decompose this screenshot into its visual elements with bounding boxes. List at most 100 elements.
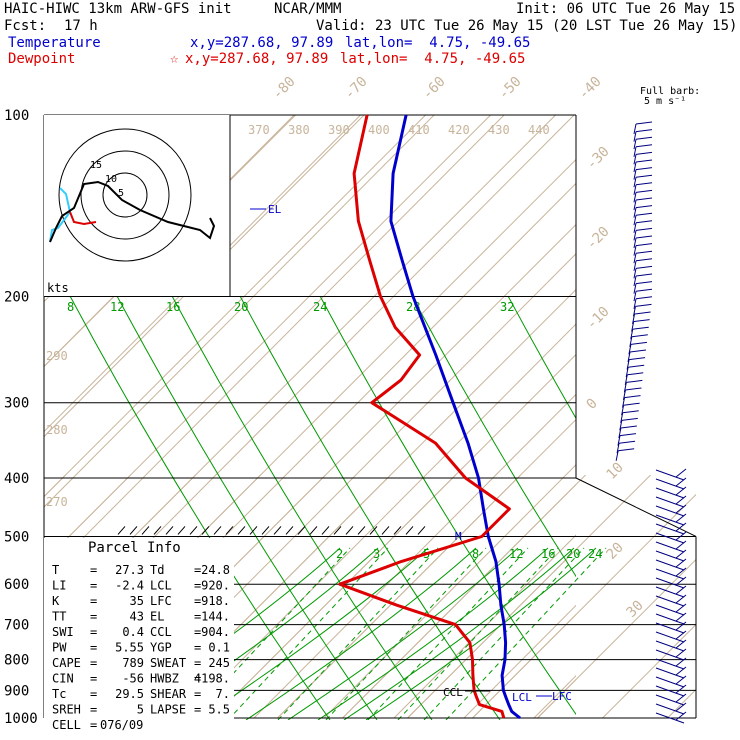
theta-label: 280 (46, 423, 68, 437)
parcel-value: 35 (130, 594, 144, 608)
freezing-tick (117, 526, 126, 535)
parcel-value: 245 (208, 656, 230, 670)
parcel-eq: = (194, 641, 201, 655)
wind-barb (635, 212, 653, 216)
parcel-value: 904. (201, 625, 230, 639)
organization-label: NCAR/MMM (274, 1, 342, 17)
parcel-value: -56 (122, 672, 144, 686)
wind-barb (655, 604, 685, 616)
wind-barb (625, 387, 642, 391)
freezing-tick (333, 526, 342, 535)
mixing-ratio-label: 2 (336, 547, 343, 561)
hodograph-trace (49, 180, 216, 243)
adiabat-line (393, 534, 576, 719)
wind-barb-staff (633, 154, 637, 165)
parcel-eq: = (194, 579, 201, 593)
wind-barb (635, 258, 653, 262)
temperature-xy: x,y=287.68, 97.89 (190, 35, 334, 51)
isotherm-line (733, 115, 740, 718)
freezing-tick (309, 526, 318, 535)
right-axis-slant (575, 477, 697, 537)
wind-barb (655, 694, 685, 706)
temperature-legend: Temperature (8, 35, 101, 51)
init-time: Init: 06 UTC Tue 26 May 15 (516, 1, 736, 17)
wind-barb (655, 613, 685, 625)
mixing-ratio-label: 3 (373, 547, 380, 561)
mixing-ratio-line (317, 547, 549, 720)
mixing-ratio-label: 20 (234, 300, 248, 314)
wind-barb-flag (675, 693, 687, 703)
wind-barb (635, 220, 653, 224)
wind-barb-staff (626, 359, 630, 370)
freezing-tick (141, 526, 150, 535)
freezing-tick (381, 526, 390, 535)
parcel-key: SHEAR (150, 687, 187, 701)
wind-barb-staff (616, 443, 620, 454)
wind-barb (635, 197, 653, 201)
wind-barb (655, 685, 685, 697)
wind-barb-staff (633, 123, 637, 135)
wind-barb-staff (633, 169, 637, 180)
wind-barb (635, 174, 653, 178)
theta-label: 270 (46, 495, 68, 509)
wind-barb (624, 395, 641, 399)
isotherm-label: -40 (576, 74, 605, 103)
wind-barb (628, 364, 645, 368)
theta-e-label: 410 (408, 123, 430, 137)
wind-barb-staff (633, 215, 637, 226)
parcel-value: 29.5 (115, 687, 144, 701)
theta-e-label: 400 (368, 123, 390, 137)
dewpoint-line (338, 114, 511, 719)
parcel-eq: = (90, 579, 97, 593)
dewpoint-xy: x,y=287.68, 97.89 (185, 51, 329, 67)
wind-barb (655, 649, 685, 661)
parcel-key: T (52, 563, 59, 577)
wind-barb (633, 319, 650, 323)
level-markers: EL M CCL LCL LFC (250, 203, 572, 704)
parcel-key: CIN (52, 672, 74, 686)
isotherm-line (537, 558, 696, 719)
wind-barb-flag (675, 504, 687, 514)
freezing-tick (345, 526, 354, 535)
isotherm-label: -30 (584, 144, 613, 173)
freezing-tick (261, 526, 270, 535)
parcel-key: LFC (150, 594, 172, 608)
wind-barb (655, 559, 685, 571)
wind-barb (630, 341, 647, 345)
wind-barb (655, 541, 685, 553)
isotherm-line (407, 475, 652, 719)
isotherm-line (44, 115, 426, 498)
wind-barb (635, 281, 653, 285)
wind-barb-staff (633, 291, 637, 302)
wind-barb (618, 448, 635, 452)
isotherm-label: -50 (496, 74, 525, 103)
pressure-label-300: 300 (4, 396, 29, 412)
wind-barb-staff (633, 268, 637, 279)
adiabat-line (253, 393, 576, 719)
wind-barb (627, 372, 644, 376)
wind-barb (635, 159, 653, 163)
wind-barb-staff (627, 351, 631, 363)
isotherm-line (342, 483, 576, 719)
wind-barb-flag (675, 549, 687, 559)
wind-barb (655, 523, 685, 535)
mixing-ratio-label: 16 (166, 300, 180, 314)
wind-barb-staff (624, 374, 628, 385)
parcel-info-title: Parcel Info (88, 540, 181, 556)
wind-barb (655, 532, 685, 544)
freezing-tick (405, 526, 414, 535)
freezing-tick (417, 526, 426, 535)
wind-barb (635, 273, 653, 277)
parcel-key: LI (52, 579, 66, 593)
parcel-eq: = (90, 594, 97, 608)
wind-barb-flag (675, 495, 687, 505)
wind-barb (655, 712, 685, 724)
wind-barb-flag (675, 468, 687, 478)
parcel-eq: = (90, 703, 97, 717)
wind-barb (655, 550, 685, 562)
wind-barb-flag (675, 612, 687, 622)
wind-barb (655, 631, 685, 643)
wind-barb-staff (633, 253, 637, 264)
parcel-key: HWBZ (150, 672, 179, 686)
parcel-value: 076/09 (100, 718, 143, 732)
